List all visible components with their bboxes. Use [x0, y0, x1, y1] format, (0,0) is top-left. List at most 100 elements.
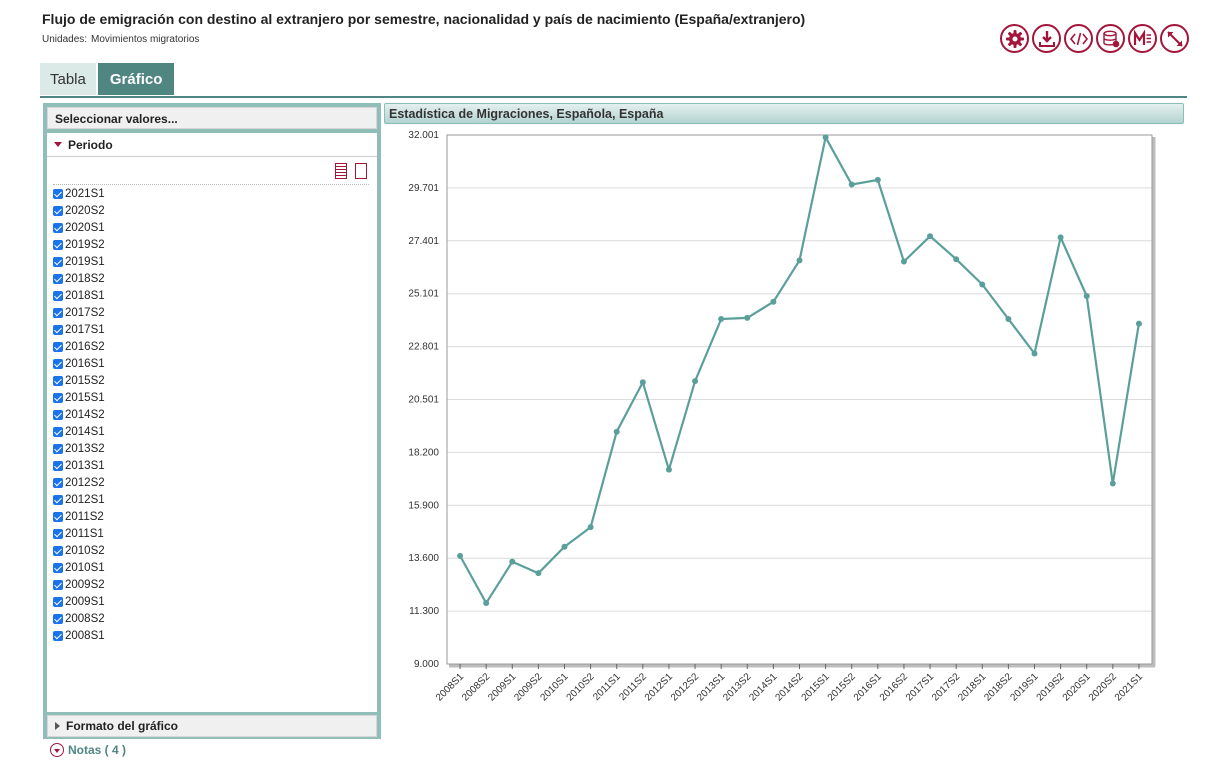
data-point — [639, 379, 646, 386]
x-tick-label: 2009S1 — [486, 671, 518, 703]
period-item: 2009S1 — [53, 593, 105, 610]
fullscreen-button[interactable] — [1160, 24, 1189, 53]
period-header[interactable]: Periodo — [47, 133, 377, 157]
period-label: 2014S2 — [65, 408, 105, 421]
period-item: 2018S2 — [53, 270, 105, 287]
chevron-down-icon — [50, 743, 64, 757]
settings-button[interactable] — [1000, 24, 1029, 53]
period-item: 2008S2 — [53, 610, 105, 627]
y-tick-label: 15.900 — [408, 500, 439, 511]
period-label: 2016S1 — [65, 357, 105, 370]
x-tick-label: 2021S1 — [1113, 671, 1145, 703]
database-icon — [1102, 30, 1119, 47]
period-checkbox[interactable] — [53, 324, 63, 335]
period-label: 2008S1 — [65, 629, 105, 642]
data-point — [587, 524, 594, 531]
period-checkbox[interactable] — [53, 528, 63, 539]
y-tick-label: 32.001 — [408, 130, 439, 141]
units-label: Unidades: — [42, 34, 88, 45]
data-point — [1083, 293, 1090, 300]
period-label: 2015S1 — [65, 391, 105, 404]
caret-right-icon — [55, 722, 60, 730]
page-title: Flujo de emigración con destino al extra… — [42, 11, 806, 27]
period-checkbox[interactable] — [53, 494, 63, 505]
x-tick-label: 2011S1 — [591, 671, 623, 703]
period-checkbox[interactable] — [53, 290, 63, 301]
data-point — [561, 543, 568, 550]
period-checkbox[interactable] — [53, 222, 63, 233]
data-point — [665, 466, 672, 473]
x-tick-label: 2018S2 — [982, 671, 1014, 703]
period-checkbox[interactable] — [53, 477, 63, 488]
period-checkbox[interactable] — [53, 460, 63, 471]
metadata-icon — [1133, 28, 1151, 45]
period-checkbox[interactable] — [53, 613, 63, 624]
x-tick-label: 2010S2 — [565, 671, 597, 703]
period-checkbox[interactable] — [53, 392, 63, 403]
period-label: 2010S2 — [65, 544, 105, 557]
period-checkbox[interactable] — [53, 545, 63, 556]
period-label: 2018S1 — [65, 289, 105, 302]
data-point — [509, 558, 516, 565]
x-tick-label: 2008S2 — [460, 671, 492, 703]
tab-tabla[interactable]: Tabla — [40, 63, 96, 95]
period-label: 2017S1 — [65, 323, 105, 336]
period-item: 2019S1 — [53, 253, 105, 270]
period-checkbox[interactable] — [53, 409, 63, 420]
x-tick-label: 2018S1 — [956, 671, 988, 703]
period-checkbox[interactable] — [53, 630, 63, 641]
period-checkbox[interactable] — [53, 239, 63, 250]
period-label: 2013S1 — [65, 459, 105, 472]
x-tick-label: 2012S1 — [643, 671, 675, 703]
period-label: 2010S1 — [65, 561, 105, 574]
y-tick-label: 29.701 — [408, 183, 439, 194]
data-point — [770, 298, 777, 305]
period-checkbox[interactable] — [53, 443, 63, 454]
period-checkbox[interactable] — [53, 188, 63, 199]
x-tick-label: 2020S2 — [1087, 671, 1119, 703]
toolbar — [1000, 24, 1189, 53]
period-checkbox[interactable] — [53, 307, 63, 318]
period-label: 2008S2 — [65, 612, 105, 625]
metadata-button[interactable] — [1128, 24, 1157, 53]
x-tick-label: 2016S2 — [878, 671, 910, 703]
period-checkbox[interactable] — [53, 511, 63, 522]
period-checkbox[interactable] — [53, 273, 63, 284]
x-tick-label: 2015S2 — [826, 671, 858, 703]
select-none-icon[interactable] — [355, 163, 367, 179]
notes-link[interactable]: Notas ( 4 ) — [50, 743, 126, 757]
period-item: 2008S1 — [53, 627, 105, 644]
data-point — [457, 552, 464, 559]
x-tick-label: 2008S1 — [434, 671, 466, 703]
x-tick-label: 2020S1 — [1061, 671, 1093, 703]
embed-button[interactable] — [1064, 24, 1093, 53]
period-item: 2012S2 — [53, 474, 105, 491]
y-tick-label: 27.401 — [408, 236, 439, 247]
period-checkbox[interactable] — [53, 426, 63, 437]
select-values-header[interactable]: Seleccionar valores... — [47, 107, 377, 129]
period-item: 2020S1 — [53, 219, 105, 236]
period-checkbox[interactable] — [53, 256, 63, 267]
period-item: 2012S1 — [53, 491, 105, 508]
period-checkbox[interactable] — [53, 358, 63, 369]
period-list: 2021S1 2020S2 2020S1 2019S2 2019S1 2018S2 2018… — [53, 185, 105, 644]
x-tick-label: 2019S1 — [1008, 671, 1040, 703]
download-button[interactable] — [1032, 24, 1061, 53]
period-checkbox[interactable] — [53, 205, 63, 216]
data-point — [718, 316, 725, 323]
select-all-icon[interactable] — [335, 163, 347, 179]
period-checkbox[interactable] — [53, 341, 63, 352]
tab-grafico[interactable]: Gráfico — [97, 63, 175, 95]
period-label: 2015S2 — [65, 374, 105, 387]
database-button[interactable] — [1096, 24, 1125, 53]
x-tick-label: 2017S1 — [904, 671, 936, 703]
data-point — [613, 428, 620, 435]
period-checkbox[interactable] — [53, 375, 63, 386]
x-tick-label: 2016S1 — [852, 671, 884, 703]
period-item: 2013S2 — [53, 440, 105, 457]
data-point — [692, 378, 699, 385]
period-checkbox[interactable] — [53, 562, 63, 573]
format-header[interactable]: Formato del gráfico — [47, 715, 377, 737]
period-checkbox[interactable] — [53, 596, 63, 607]
period-checkbox[interactable] — [53, 579, 63, 590]
